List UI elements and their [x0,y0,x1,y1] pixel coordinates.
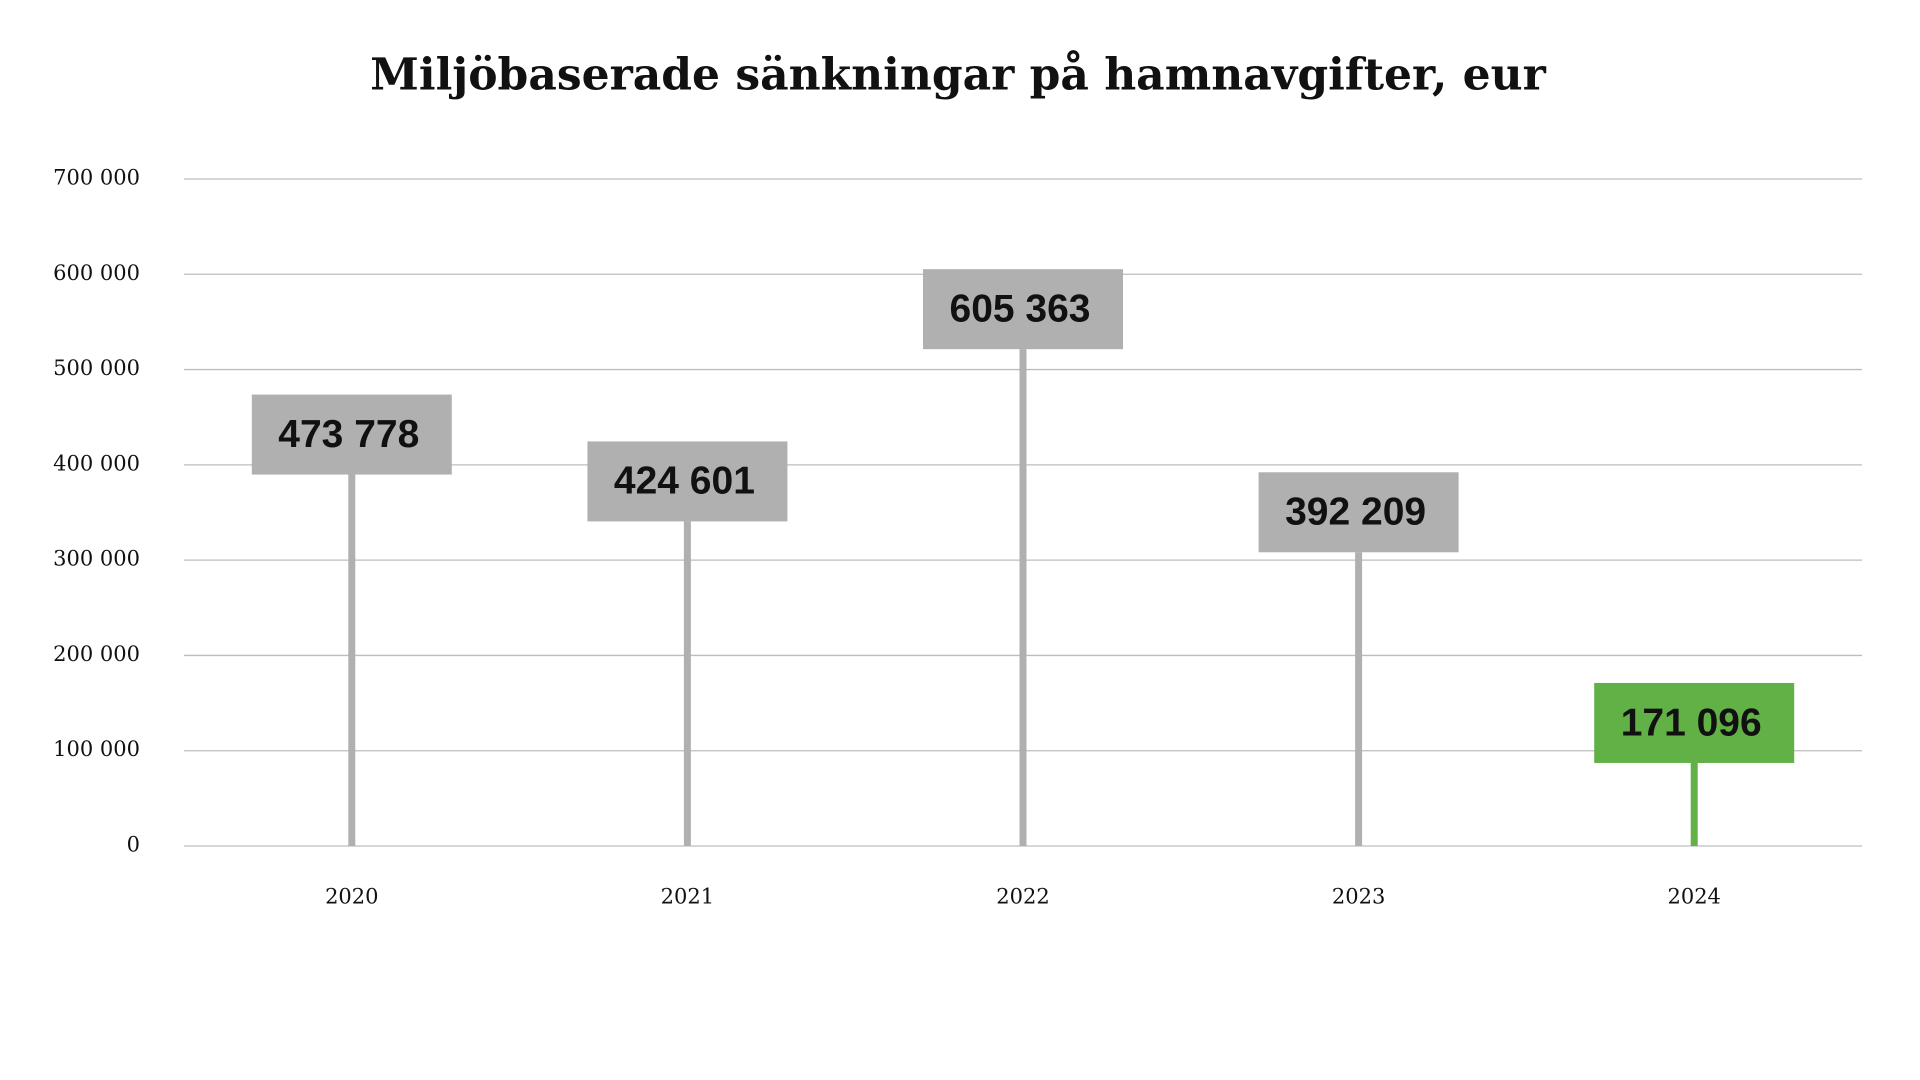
label-box [923,269,1123,350]
y-tick-label: 600 000 [53,261,140,285]
y-tick-label: 100 000 [53,737,140,761]
y-tick-label: 500 000 [53,356,140,380]
label-box [251,394,452,475]
label-box [1594,682,1795,763]
x-tick-label: 2020 [325,885,378,909]
y-tick-label: 400 000 [53,451,140,475]
y-tick-label: 0 [127,833,140,857]
x-tick-label: 2023 [1332,885,1385,909]
value-label: 171 096 [1621,701,1762,744]
y-tick-label: 200 000 [53,642,140,666]
value-label: 473 778 [278,413,419,456]
value-label: 392 209 [1285,491,1426,534]
value-label: 424 601 [614,460,755,503]
x-tick-label: 2021 [661,885,714,909]
label-box [587,441,788,522]
label-box [1258,472,1459,553]
value-label: 605 363 [950,287,1091,330]
chart-title: Miljöbaserade sänkningar på hamnavgifter… [370,50,1546,101]
y-tick-label: 700 000 [53,166,140,190]
x-tick-label: 2024 [1667,885,1720,909]
y-tick-label: 300 000 [53,547,140,571]
x-tick-label: 2022 [996,885,1049,909]
